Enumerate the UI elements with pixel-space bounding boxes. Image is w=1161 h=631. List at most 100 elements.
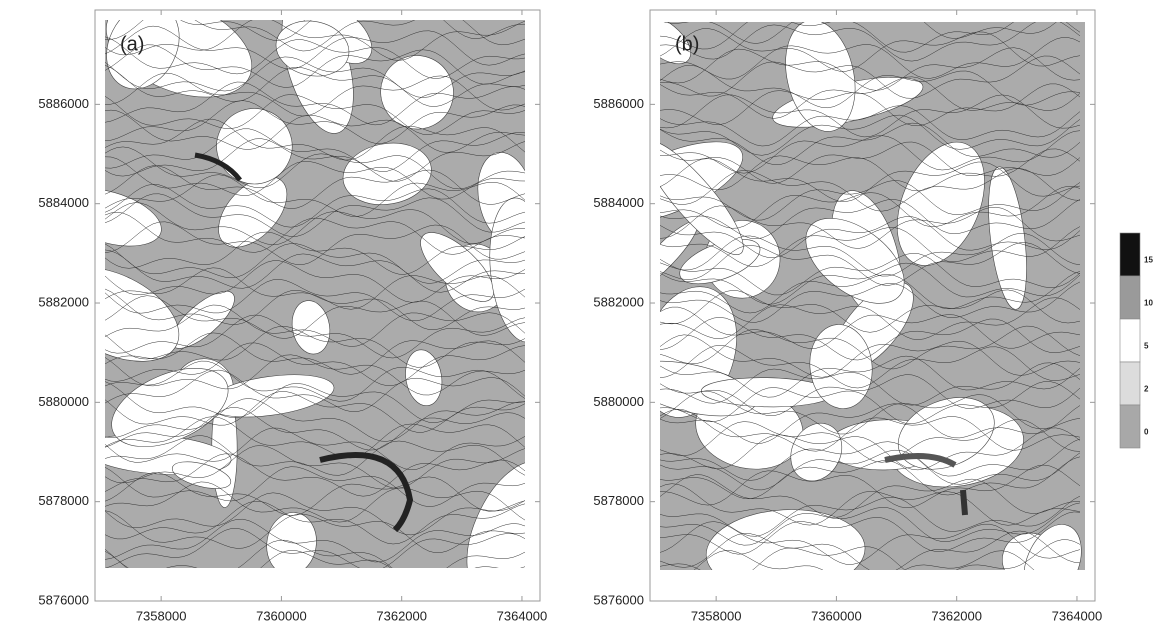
contour-line [105, 391, 525, 433]
contour-line [105, 221, 525, 265]
y-tick-label: 5882000 [38, 294, 89, 309]
contour-line [660, 141, 1081, 184]
contour-line [105, 466, 525, 507]
contour-band [1023, 524, 1082, 570]
contour-line [660, 37, 1081, 80]
x-tick-label: 7360000 [811, 608, 862, 623]
plot-frame [649, 9, 1096, 602]
contour-line [660, 345, 1081, 389]
contour-line [105, 202, 525, 246]
contour-line [660, 306, 1081, 349]
contour-line [105, 539, 525, 568]
contour-line [105, 184, 525, 228]
contour-line [105, 492, 525, 536]
contour-line [105, 249, 525, 293]
contour-line [105, 165, 525, 209]
contour-band [275, 20, 350, 77]
contour-line [660, 362, 1081, 406]
contour-line [105, 518, 525, 563]
contour-line [105, 279, 525, 322]
contour-line [660, 511, 1081, 555]
y-tick-label: 5880000 [38, 394, 89, 409]
contour-line [105, 211, 525, 255]
contour-line [105, 109, 525, 153]
contour-line [105, 128, 525, 172]
contour-line [660, 521, 1081, 565]
contour-line [660, 199, 1081, 240]
contour-line [105, 500, 525, 545]
x-tick-label: 7360000 [256, 608, 307, 623]
contour-line [660, 390, 1081, 435]
y-tick-label: 5886000 [593, 96, 644, 111]
contour-line [105, 369, 525, 412]
ridge-mark [194, 152, 242, 182]
contour-line [105, 445, 525, 489]
y-tick-label: 5876000 [38, 592, 89, 607]
contour-line [105, 435, 525, 476]
ridge-mark [960, 489, 968, 516]
contour-line [105, 193, 525, 237]
contour-line [105, 427, 525, 471]
panel-label: (a) [120, 33, 144, 55]
contour-line [105, 342, 525, 386]
contour-line [660, 408, 1081, 452]
contour-line [660, 148, 1081, 192]
contour-line [660, 262, 1081, 305]
contour-line [660, 94, 1081, 138]
contour-line [105, 81, 525, 126]
contour-band [805, 218, 905, 304]
contour-line [105, 550, 525, 568]
x-tick-label: 7364000 [1052, 608, 1103, 623]
ridge-mark [884, 453, 957, 468]
contour-line [660, 289, 1081, 333]
colorbar-band [1119, 275, 1141, 320]
contour-line [105, 314, 525, 359]
contour-band [988, 166, 1027, 310]
contour-line [660, 253, 1081, 296]
contour-line [660, 456, 1081, 500]
colorbar-label: 0 [1144, 428, 1149, 437]
contour-line [105, 472, 525, 516]
contour-line [105, 510, 525, 553]
contour-line [105, 481, 525, 523]
contour-line [105, 354, 525, 396]
colorbar-band [1119, 232, 1141, 277]
contour-line [660, 530, 1081, 570]
contour-line [105, 453, 525, 497]
contour-line [660, 158, 1081, 202]
y-tick-label: 5882000 [593, 294, 644, 309]
contour-line [660, 205, 1081, 249]
contour-line [693, 550, 1035, 570]
contour-band [106, 20, 180, 90]
contour-line [105, 25, 525, 70]
contour-band [660, 22, 691, 65]
contour-line [660, 271, 1081, 314]
contour-line [660, 64, 1081, 109]
y-tick-label: 5884000 [593, 195, 644, 210]
contour-line [105, 65, 525, 107]
contour-line [105, 398, 525, 442]
contour-band [897, 397, 995, 470]
colorbar-label: 5 [1144, 342, 1149, 351]
contour-line [660, 22, 1081, 62]
contour-line [660, 226, 1081, 267]
ridge-mark [319, 452, 414, 533]
contour-line [660, 403, 1081, 444]
contour-line [105, 72, 525, 117]
contour-line [660, 105, 1081, 147]
contour-line [660, 539, 1081, 570]
contour-line [105, 360, 525, 402]
contour-line [105, 94, 525, 135]
contour-line [660, 130, 1081, 174]
contour-line [105, 231, 525, 275]
contour-line [660, 483, 1081, 526]
contour-line [660, 22, 1081, 53]
contour-line [105, 332, 525, 375]
contour-line [660, 419, 1081, 463]
contour-line [660, 334, 1081, 378]
contour-line [660, 55, 1081, 99]
contour-line [105, 138, 525, 182]
contour-map [660, 22, 1085, 570]
x-tick-label: 7362000 [376, 608, 427, 623]
